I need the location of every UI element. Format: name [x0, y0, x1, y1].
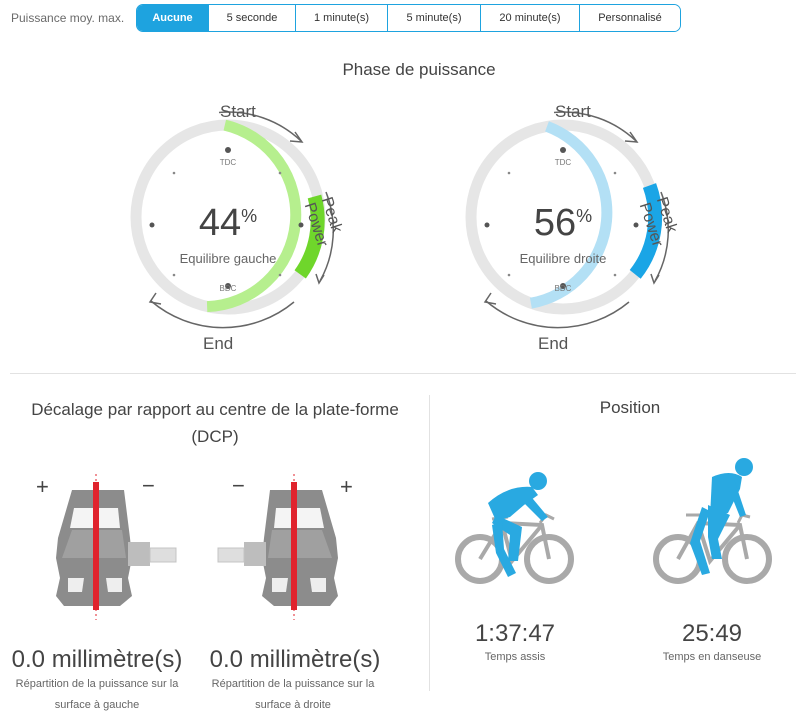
left-balance-label: Equilibre gauche — [179, 251, 277, 266]
right-bdc-label: BDC — [554, 284, 572, 293]
right-minus-sign: − — [232, 473, 245, 498]
right-power-phase-dial: Start End Peak Power TDC BDC 56% Equilib… — [463, 99, 713, 359]
left-balance-number: 44 — [198, 202, 242, 244]
right-peak-arrow — [654, 191, 669, 282]
right-pedal-icon — [217, 474, 338, 620]
right-end-label: End — [538, 334, 569, 353]
filter-option-5s[interactable]: 5 seconde — [208, 5, 295, 31]
left-pedal-icon — [56, 474, 177, 620]
average-power-filter: Puissance moy. max. Aucune 5 seconde 1 m… — [0, 4, 797, 32]
right-dcp-desc-line2: surface à droite — [255, 699, 331, 711]
left-minus-sign: − — [142, 473, 155, 498]
right-balance-unit: % — [576, 206, 593, 226]
left-peak-arc — [294, 194, 325, 279]
left-end-label: End — [203, 334, 234, 353]
filter-option-5min[interactable]: 5 minute(s) — [387, 5, 480, 31]
right-dcp-description: Répartition de la puissance sur la surfa… — [195, 674, 391, 716]
filter-label: Puissance moy. max. — [11, 11, 125, 25]
left-power-arc — [206, 119, 302, 313]
filter-option-custom[interactable]: Personnalisé — [579, 5, 680, 31]
left-dcp-value: 0.0 millimètre(s) — [11, 646, 183, 673]
left-peak-arrow — [319, 191, 334, 282]
standing-rider-icon — [653, 458, 772, 584]
left-balance-value: 44% — [128, 202, 328, 245]
right-peak-arc — [629, 183, 663, 279]
left-dial-graphic — [130, 111, 334, 329]
right-balance-number: 56 — [533, 202, 577, 244]
left-tdc-label: TDC — [219, 158, 237, 167]
filter-option-20min[interactable]: 20 minute(s) — [480, 5, 579, 31]
section-divider — [10, 373, 796, 374]
left-start-arrow — [218, 111, 302, 142]
left-dcp-desc-line1: Répartition de la puissance sur la — [15, 678, 179, 690]
left-dcp-description: Répartition de la puissance sur la surfa… — [0, 674, 194, 716]
right-power-arc — [529, 121, 613, 309]
column-divider — [429, 395, 430, 691]
left-start-label: Start — [220, 102, 256, 121]
filter-segmented-control: Aucune 5 seconde 1 minute(s) 5 minute(s)… — [136, 4, 681, 32]
left-bdc-label: BDC — [219, 284, 237, 293]
right-start-arrow — [553, 111, 637, 142]
seated-rider-icon — [455, 472, 574, 584]
left-plus-sign: + — [36, 474, 49, 499]
left-balance-unit: % — [241, 206, 258, 226]
right-dcp-value: 0.0 millimètre(s) — [209, 646, 381, 673]
right-balance-label: Equilibre droite — [519, 251, 607, 266]
left-power-phase-dial: Start End Peak Power TDC BDC 44% Equilib… — [128, 99, 378, 359]
right-tdc-label: TDC — [554, 158, 572, 167]
right-balance-value: 56% — [463, 202, 663, 245]
right-end-arrow — [485, 300, 630, 329]
filter-option-1min[interactable]: 1 minute(s) — [295, 5, 387, 31]
left-end-arrow — [150, 300, 295, 329]
standing-time-value: 25:49 — [681, 620, 743, 647]
right-start-label: Start — [555, 102, 591, 121]
right-dcp-desc-line1: Répartition de la puissance sur la — [211, 678, 375, 690]
right-dial-graphic — [465, 111, 669, 329]
standing-time-label: Temps en danseuse — [662, 651, 762, 663]
left-dcp-desc-line2: surface à gauche — [54, 699, 140, 711]
seated-time-label: Temps assis — [484, 651, 546, 663]
filter-option-none[interactable]: Aucune — [137, 5, 208, 31]
dcp-title: Décalage par rapport au centre de la pla… — [31, 400, 399, 446]
position-title: Position — [599, 398, 661, 417]
power-phase-title: Phase de puissance — [342, 60, 496, 79]
seated-time-value: 1:37:47 — [474, 620, 556, 647]
right-plus-sign: + — [340, 474, 353, 499]
